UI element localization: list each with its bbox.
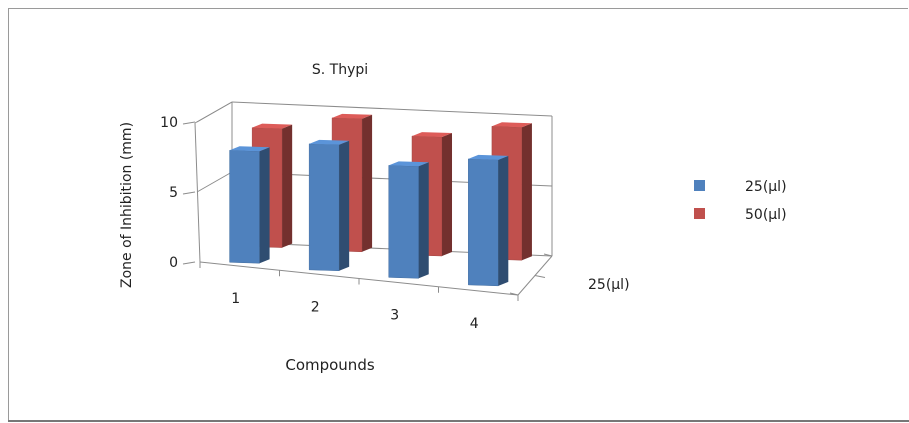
depth-tick [543, 253, 553, 257]
bar [388, 161, 429, 279]
y-tick-label: 10 [160, 115, 178, 131]
legend: 25(µl) 50(µl) [694, 179, 787, 223]
bar-side-face [498, 155, 509, 286]
x-tick-label: 1 [231, 291, 240, 307]
side-gridline [196, 101, 233, 123]
bar [308, 139, 350, 272]
tick-labels: 0 5 10 1 2 3 4 [160, 115, 479, 332]
bar-top-face [332, 113, 373, 119]
legend-label: 25(µl) [745, 179, 787, 195]
gridline [231, 101, 553, 117]
legend-entry: 25(µl) [694, 179, 787, 195]
bar-side-face [259, 147, 270, 264]
bar-top-face [229, 146, 270, 152]
bar-side-face [362, 114, 373, 252]
bar-top-face [491, 122, 532, 128]
bars [229, 113, 532, 287]
chart-frame-bottom-border [8, 420, 909, 422]
bar-side-face [442, 132, 453, 256]
x-tick-label: 2 [311, 299, 320, 315]
bar-side-face [282, 124, 293, 248]
chart-frame [8, 8, 908, 422]
depth-tick [534, 275, 546, 278]
legend-swatch [694, 180, 705, 191]
bar-top-face [468, 154, 509, 160]
y-tick-label: 5 [169, 185, 178, 201]
y-tick-mark [182, 261, 196, 265]
bar-top-face [412, 132, 453, 137]
bar-front-face [468, 158, 499, 287]
bar-side-face [339, 140, 350, 271]
bar-top-face [252, 123, 293, 129]
side-gridline [196, 171, 233, 193]
bar-top-face [388, 161, 429, 167]
bar-front-face [388, 165, 419, 279]
chart-title: S. Thypi [312, 62, 368, 78]
legend-label: 50(µl) [745, 207, 787, 223]
bar-side-face [418, 162, 429, 279]
bar [468, 154, 509, 287]
legend-swatch [694, 208, 705, 219]
x-axis-label: Compounds [285, 356, 374, 374]
x-tick-label: 4 [470, 316, 479, 332]
y-tick-label: 0 [169, 255, 178, 271]
bar-top-face [309, 139, 350, 145]
side-wall-front-edge [194, 122, 201, 263]
bar-side-face [521, 123, 532, 261]
depth-tick [509, 292, 519, 296]
legend-entry: 50(µl) [694, 207, 787, 223]
y-axis-label: Zone of Inhibition (mm) [119, 122, 135, 288]
y-tick-mark [182, 121, 196, 125]
y-tick-mark [182, 191, 196, 195]
bar-front-face [229, 150, 260, 264]
x-tick-label: 3 [390, 308, 399, 324]
bar [229, 146, 270, 264]
depth-axis-label: 25(µl) [588, 277, 630, 293]
bar-front-face [308, 143, 340, 272]
